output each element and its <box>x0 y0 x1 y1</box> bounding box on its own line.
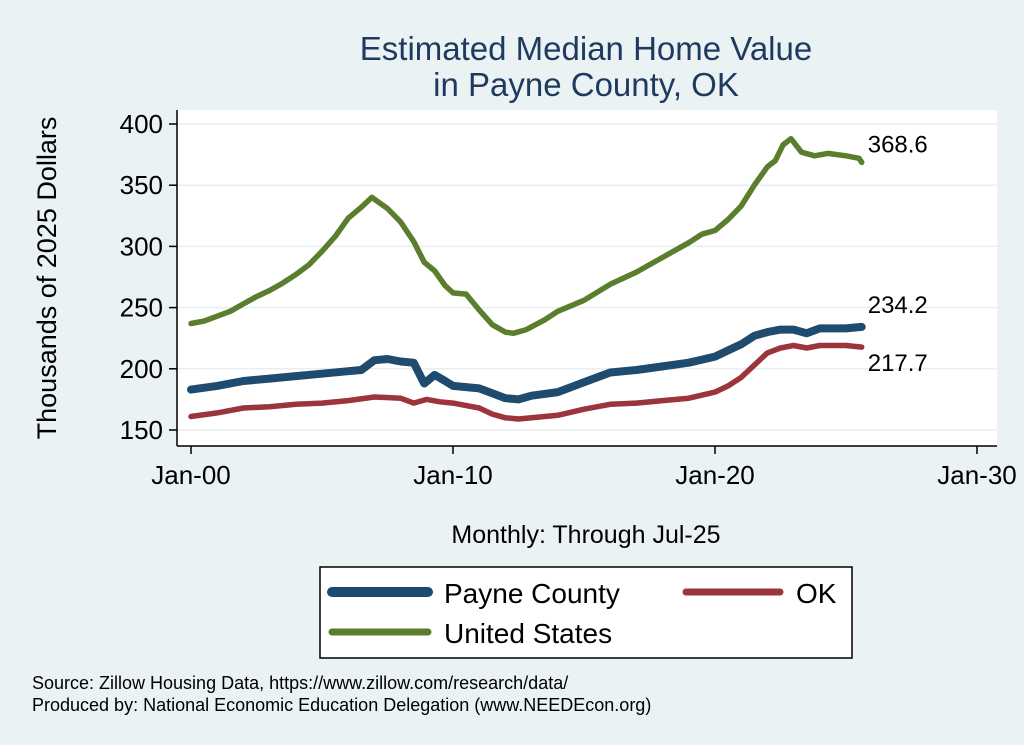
series-group <box>187 135 866 422</box>
x-axis-ticks: Jan-00 Jan-10 Jan-20 Jan-30 <box>151 446 1017 490</box>
series-line-united-states <box>188 135 865 337</box>
end-label-payne-county: 234.2 <box>868 292 928 319</box>
legend-label-ok: OK <box>796 578 837 609</box>
plot-area <box>177 110 997 446</box>
x-tick-label-jan-30: Jan-30 <box>937 460 1017 490</box>
producer-note: Produced by: National Economic Education… <box>32 695 651 715</box>
legend-label-payne-county: Payne County <box>444 578 620 609</box>
y-tick-label-350: 350 <box>120 170 163 200</box>
legend-label-united-states: United States <box>444 618 612 649</box>
series-line-ok <box>188 342 865 422</box>
x-axis-title: Monthly: Through Jul-25 <box>451 521 720 549</box>
y-tick-label-250: 250 <box>120 293 163 323</box>
x-tick-label-jan-10: Jan-10 <box>413 460 493 490</box>
end-label-united-states: 368.6 <box>868 131 928 158</box>
y-tick-label-400: 400 <box>120 109 163 139</box>
gridlines <box>177 123 997 431</box>
chart-title-line-2: in Payne County, OK <box>433 66 739 103</box>
source-note: Source: Zillow Housing Data, https://www… <box>32 673 568 693</box>
series-line-payne-county <box>187 322 866 404</box>
legend-box <box>319 566 853 659</box>
x-tick-label-jan-20: Jan-20 <box>675 460 755 490</box>
y-axis-ticks: 150 200 250 300 350 400 <box>120 109 177 445</box>
chart-title-line-1: Estimated Median Home Value <box>360 30 812 67</box>
y-tick-label-200: 200 <box>120 354 163 384</box>
end-labels: 368.6 234.2 217.7 <box>868 131 928 377</box>
y-tick-label-300: 300 <box>120 231 163 261</box>
y-tick-label-150: 150 <box>120 415 163 445</box>
y-axis-title: Thousands of 2025 Dollars <box>32 117 62 440</box>
end-label-ok: 217.7 <box>868 350 928 377</box>
x-tick-label-jan-00: Jan-00 <box>151 460 231 490</box>
